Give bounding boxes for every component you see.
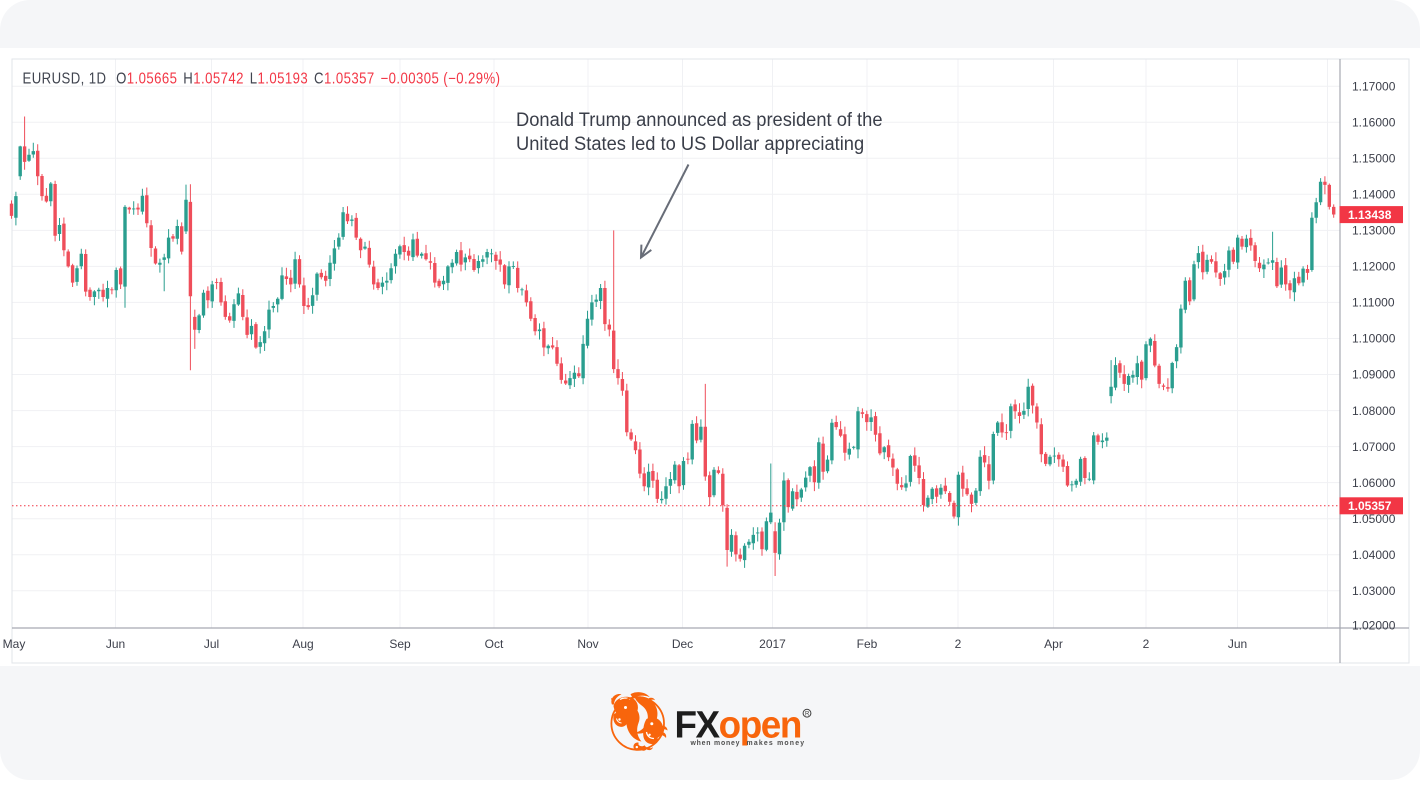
svg-text:1.17000: 1.17000 [1352,79,1396,93]
svg-text:1.16000: 1.16000 [1352,115,1396,129]
svg-text:1.10000: 1.10000 [1352,332,1396,346]
svg-text:1.02000: 1.02000 [1352,619,1396,633]
svg-text:1.14000: 1.14000 [1352,188,1396,202]
svg-text:Jun: Jun [106,637,125,651]
svg-text:1.13000: 1.13000 [1352,224,1396,238]
svg-text:Donald Trump announced as pres: Donald Trump announced as president of t… [516,109,883,131]
svg-text:1.07000: 1.07000 [1352,440,1396,454]
svg-text:Apr: Apr [1044,637,1063,651]
svg-text:Jun: Jun [1228,637,1247,651]
svg-text:United States led to US Dollar: United States led to US Dollar appreciat… [516,133,864,155]
svg-text:Feb: Feb [857,637,878,651]
svg-text:1.11000: 1.11000 [1352,296,1395,310]
svg-text:Sep: Sep [389,637,411,651]
svg-text:Nov: Nov [577,637,598,651]
svg-text:Dec: Dec [672,637,693,651]
svg-text:FXopen: FXopen [675,703,801,746]
svg-text:Jul: Jul [204,637,219,651]
svg-text:makes money: makes money [747,740,806,747]
svg-text:1.03000: 1.03000 [1352,584,1396,598]
svg-text:1.15000: 1.15000 [1352,152,1396,166]
svg-text:1.04000: 1.04000 [1352,548,1396,562]
svg-text:May: May [3,637,26,651]
svg-text:Aug: Aug [292,637,313,651]
svg-text:Oct: Oct [485,637,504,651]
svg-text:1.05357: 1.05357 [1348,499,1392,513]
svg-text:1.05000: 1.05000 [1352,512,1396,526]
svg-text:1.13438: 1.13438 [1348,208,1392,222]
svg-text:1.06000: 1.06000 [1352,476,1396,490]
svg-text:when money: when money [690,740,741,747]
svg-text:1.08000: 1.08000 [1352,404,1396,418]
svg-text:2017: 2017 [759,637,786,651]
svg-text:1.09000: 1.09000 [1352,368,1396,382]
svg-text:1.12000: 1.12000 [1352,260,1396,274]
svg-text:2: 2 [1143,637,1150,651]
svg-text:2: 2 [955,637,962,651]
svg-text:R: R [805,711,810,717]
